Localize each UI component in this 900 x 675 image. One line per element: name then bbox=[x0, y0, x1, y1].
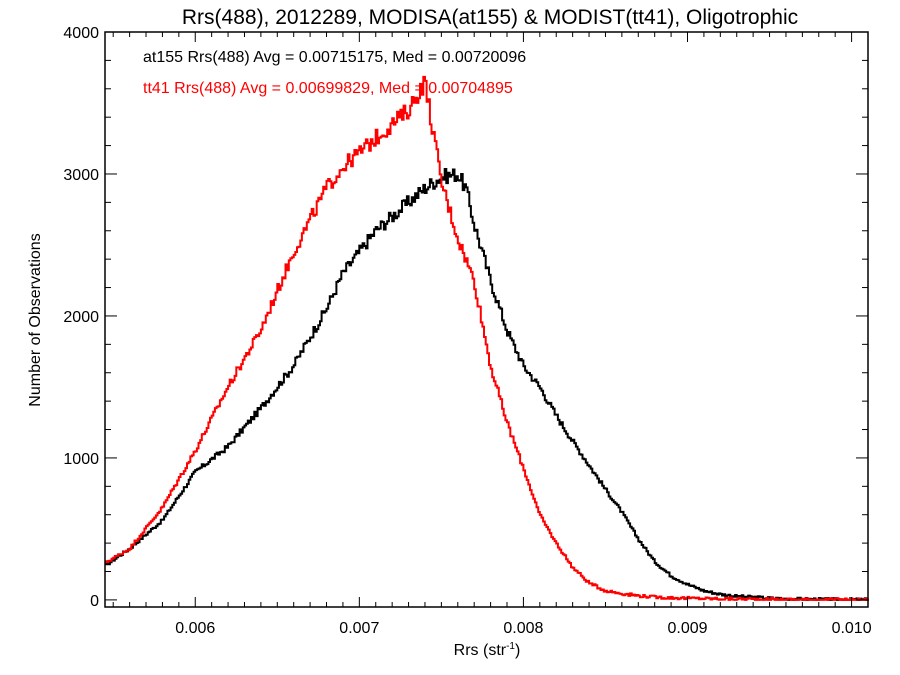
y-tick-label: 2000 bbox=[63, 309, 99, 326]
x-tick-label: 0.006 bbox=[175, 620, 215, 637]
y-tick-label: 3000 bbox=[63, 167, 99, 184]
x-tick-label: 0.007 bbox=[339, 620, 379, 637]
x-axis-label: Rrs (str-1) bbox=[454, 641, 521, 659]
plot-frame bbox=[104, 31, 869, 608]
x-axis-label-superscript: -1 bbox=[506, 641, 515, 652]
annotation-black: at155 Rrs(488) Avg = 0.00715175, Med = 0… bbox=[143, 49, 526, 66]
ticks-layer: 0.006 0.007 0.008 0.009 0.010 0 1000 2000 3000 40… bbox=[63, 25, 871, 637]
y-tick-label: 1000 bbox=[63, 451, 99, 468]
x-tick-label: 0.010 bbox=[832, 620, 872, 637]
series-layer bbox=[105, 75, 869, 601]
series-red-histogram bbox=[105, 75, 869, 601]
chart-title: Rrs(488), 2012289, MODISA(at155) & MODIS… bbox=[182, 6, 798, 29]
y-tick-label: 4000 bbox=[63, 25, 99, 42]
y-axis-label: Number of Observations bbox=[27, 233, 44, 406]
annotation-red: tt41 Rrs(488) Avg = 0.00699829, Med = 0.… bbox=[143, 80, 513, 97]
x-tick-label: 0.008 bbox=[503, 620, 543, 637]
x-axis-label-main: Rrs (str bbox=[454, 642, 507, 659]
series-black-histogram bbox=[105, 168, 868, 601]
x-tick-label: 0.009 bbox=[667, 620, 707, 637]
x-axis-label-close: ) bbox=[515, 642, 520, 659]
y-tick-label: 0 bbox=[90, 593, 99, 610]
axes-layer bbox=[104, 31, 869, 608]
